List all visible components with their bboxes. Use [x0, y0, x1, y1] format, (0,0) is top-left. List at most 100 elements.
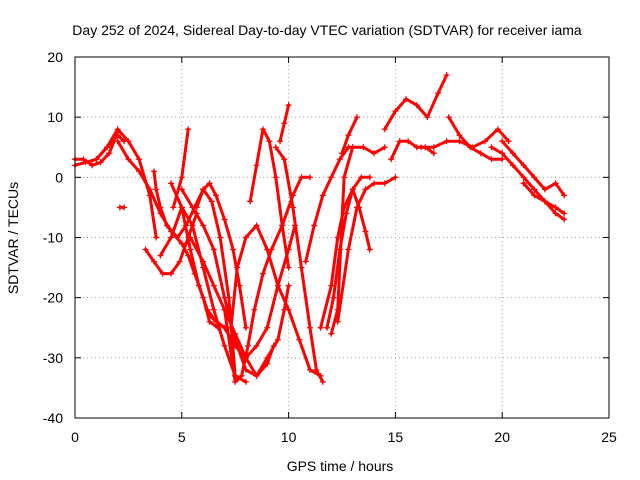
data-point-plus — [336, 156, 343, 163]
data-point-plus — [221, 294, 228, 301]
y-tick-label: 10 — [47, 109, 63, 125]
chart-title: Day 252 of 2024, Sidereal Day-to-day VTE… — [72, 22, 582, 38]
data-point-plus — [221, 342, 228, 349]
series-arc-19 — [272, 144, 326, 385]
data-point-plus — [311, 222, 318, 229]
data-point-plus — [208, 198, 215, 205]
series-track — [490, 145, 566, 221]
data-point-plus — [509, 150, 516, 157]
data-point-plus — [482, 138, 489, 145]
data-point-plus — [371, 150, 378, 157]
data-point-plus — [424, 114, 431, 121]
data-point-plus — [330, 294, 337, 301]
data-point-plus — [281, 120, 288, 127]
data-point-plus — [253, 162, 260, 169]
data-point-plus — [93, 156, 100, 163]
data-point-plus — [106, 150, 113, 157]
data-point-plus — [296, 336, 303, 343]
data-point-plus — [259, 126, 266, 133]
x-ticks: 0 5 10 15 20 25 — [71, 57, 617, 445]
data-point-plus — [230, 246, 237, 253]
data-point-plus — [168, 270, 175, 277]
data-point-plus — [187, 234, 194, 241]
data-point-plus — [302, 258, 309, 265]
data-point-plus — [212, 192, 219, 199]
data-point-plus — [264, 324, 271, 331]
data-point-plus — [204, 306, 211, 313]
data-point-plus — [242, 324, 249, 331]
series-track — [229, 224, 323, 378]
data-point-plus — [499, 156, 506, 163]
x-axis-label: GPS time / hours — [287, 458, 394, 474]
series-track — [195, 181, 248, 330]
data-point-plus — [266, 138, 273, 145]
data-point-plus — [306, 174, 313, 181]
data-point-plus — [193, 204, 200, 211]
series-track — [223, 175, 312, 384]
data-point-plus — [499, 138, 506, 145]
data-point-plus — [221, 216, 228, 223]
data-point-plus — [281, 156, 288, 163]
data-point-plus — [285, 102, 292, 109]
data-point-plus — [159, 270, 166, 277]
series-track — [419, 127, 511, 149]
series-track — [180, 187, 291, 378]
x-tick-label: 0 — [71, 429, 79, 445]
data-point-plus — [97, 159, 104, 166]
data-series — [72, 72, 568, 385]
y-tick-label: -30 — [43, 350, 63, 366]
data-point-plus — [277, 138, 284, 145]
data-point-plus — [488, 144, 495, 151]
y-tick-label: -40 — [43, 410, 63, 426]
y-tick-label: -20 — [43, 290, 63, 306]
series-track — [248, 127, 291, 270]
data-point-plus — [245, 342, 252, 349]
data-point-plus — [189, 222, 196, 229]
data-point-plus — [445, 114, 452, 121]
data-point-plus — [345, 132, 352, 139]
data-point-plus — [264, 246, 271, 253]
data-point-plus — [210, 282, 217, 289]
data-point-plus — [178, 186, 185, 193]
series-arc-11 — [168, 180, 219, 325]
data-point-plus — [142, 246, 149, 253]
data-point-plus — [174, 234, 181, 241]
data-point-plus — [125, 156, 132, 163]
data-point-plus — [469, 144, 476, 151]
series-arc-27 — [381, 72, 450, 133]
data-point-plus — [200, 186, 207, 193]
series-arc-33 — [520, 180, 568, 217]
data-point-plus — [430, 144, 437, 151]
data-point-plus — [499, 150, 506, 157]
data-point-plus — [328, 174, 335, 181]
data-point-plus — [157, 204, 164, 211]
data-point-plus — [381, 144, 388, 151]
data-point-plus — [561, 210, 568, 217]
data-point-plus — [157, 252, 164, 259]
data-point-plus — [298, 264, 305, 271]
data-point-plus — [151, 258, 158, 265]
data-point-plus — [443, 72, 450, 79]
data-point-plus — [509, 162, 516, 169]
y-axis-label: SDTVAR / TECUs — [5, 182, 21, 294]
data-point-plus — [324, 324, 331, 331]
x-tick-label: 5 — [178, 429, 186, 445]
data-point-plus — [215, 324, 222, 331]
data-point-plus — [247, 198, 254, 205]
data-point-plus — [405, 138, 412, 145]
y-tick-label: 0 — [55, 169, 63, 185]
series-arc-25 — [334, 174, 399, 325]
data-point-plus — [477, 150, 484, 157]
data-point-plus — [552, 204, 559, 211]
data-point-plus — [210, 306, 217, 313]
data-point-plus — [221, 306, 228, 313]
data-point-plus — [520, 180, 527, 187]
data-point-plus — [210, 246, 217, 253]
x-tick-label: 10 — [281, 429, 297, 445]
data-point-plus — [358, 174, 365, 181]
data-point-plus — [371, 180, 378, 187]
data-point-plus — [114, 126, 121, 133]
data-point-plus — [362, 186, 369, 193]
data-point-plus — [151, 168, 158, 175]
